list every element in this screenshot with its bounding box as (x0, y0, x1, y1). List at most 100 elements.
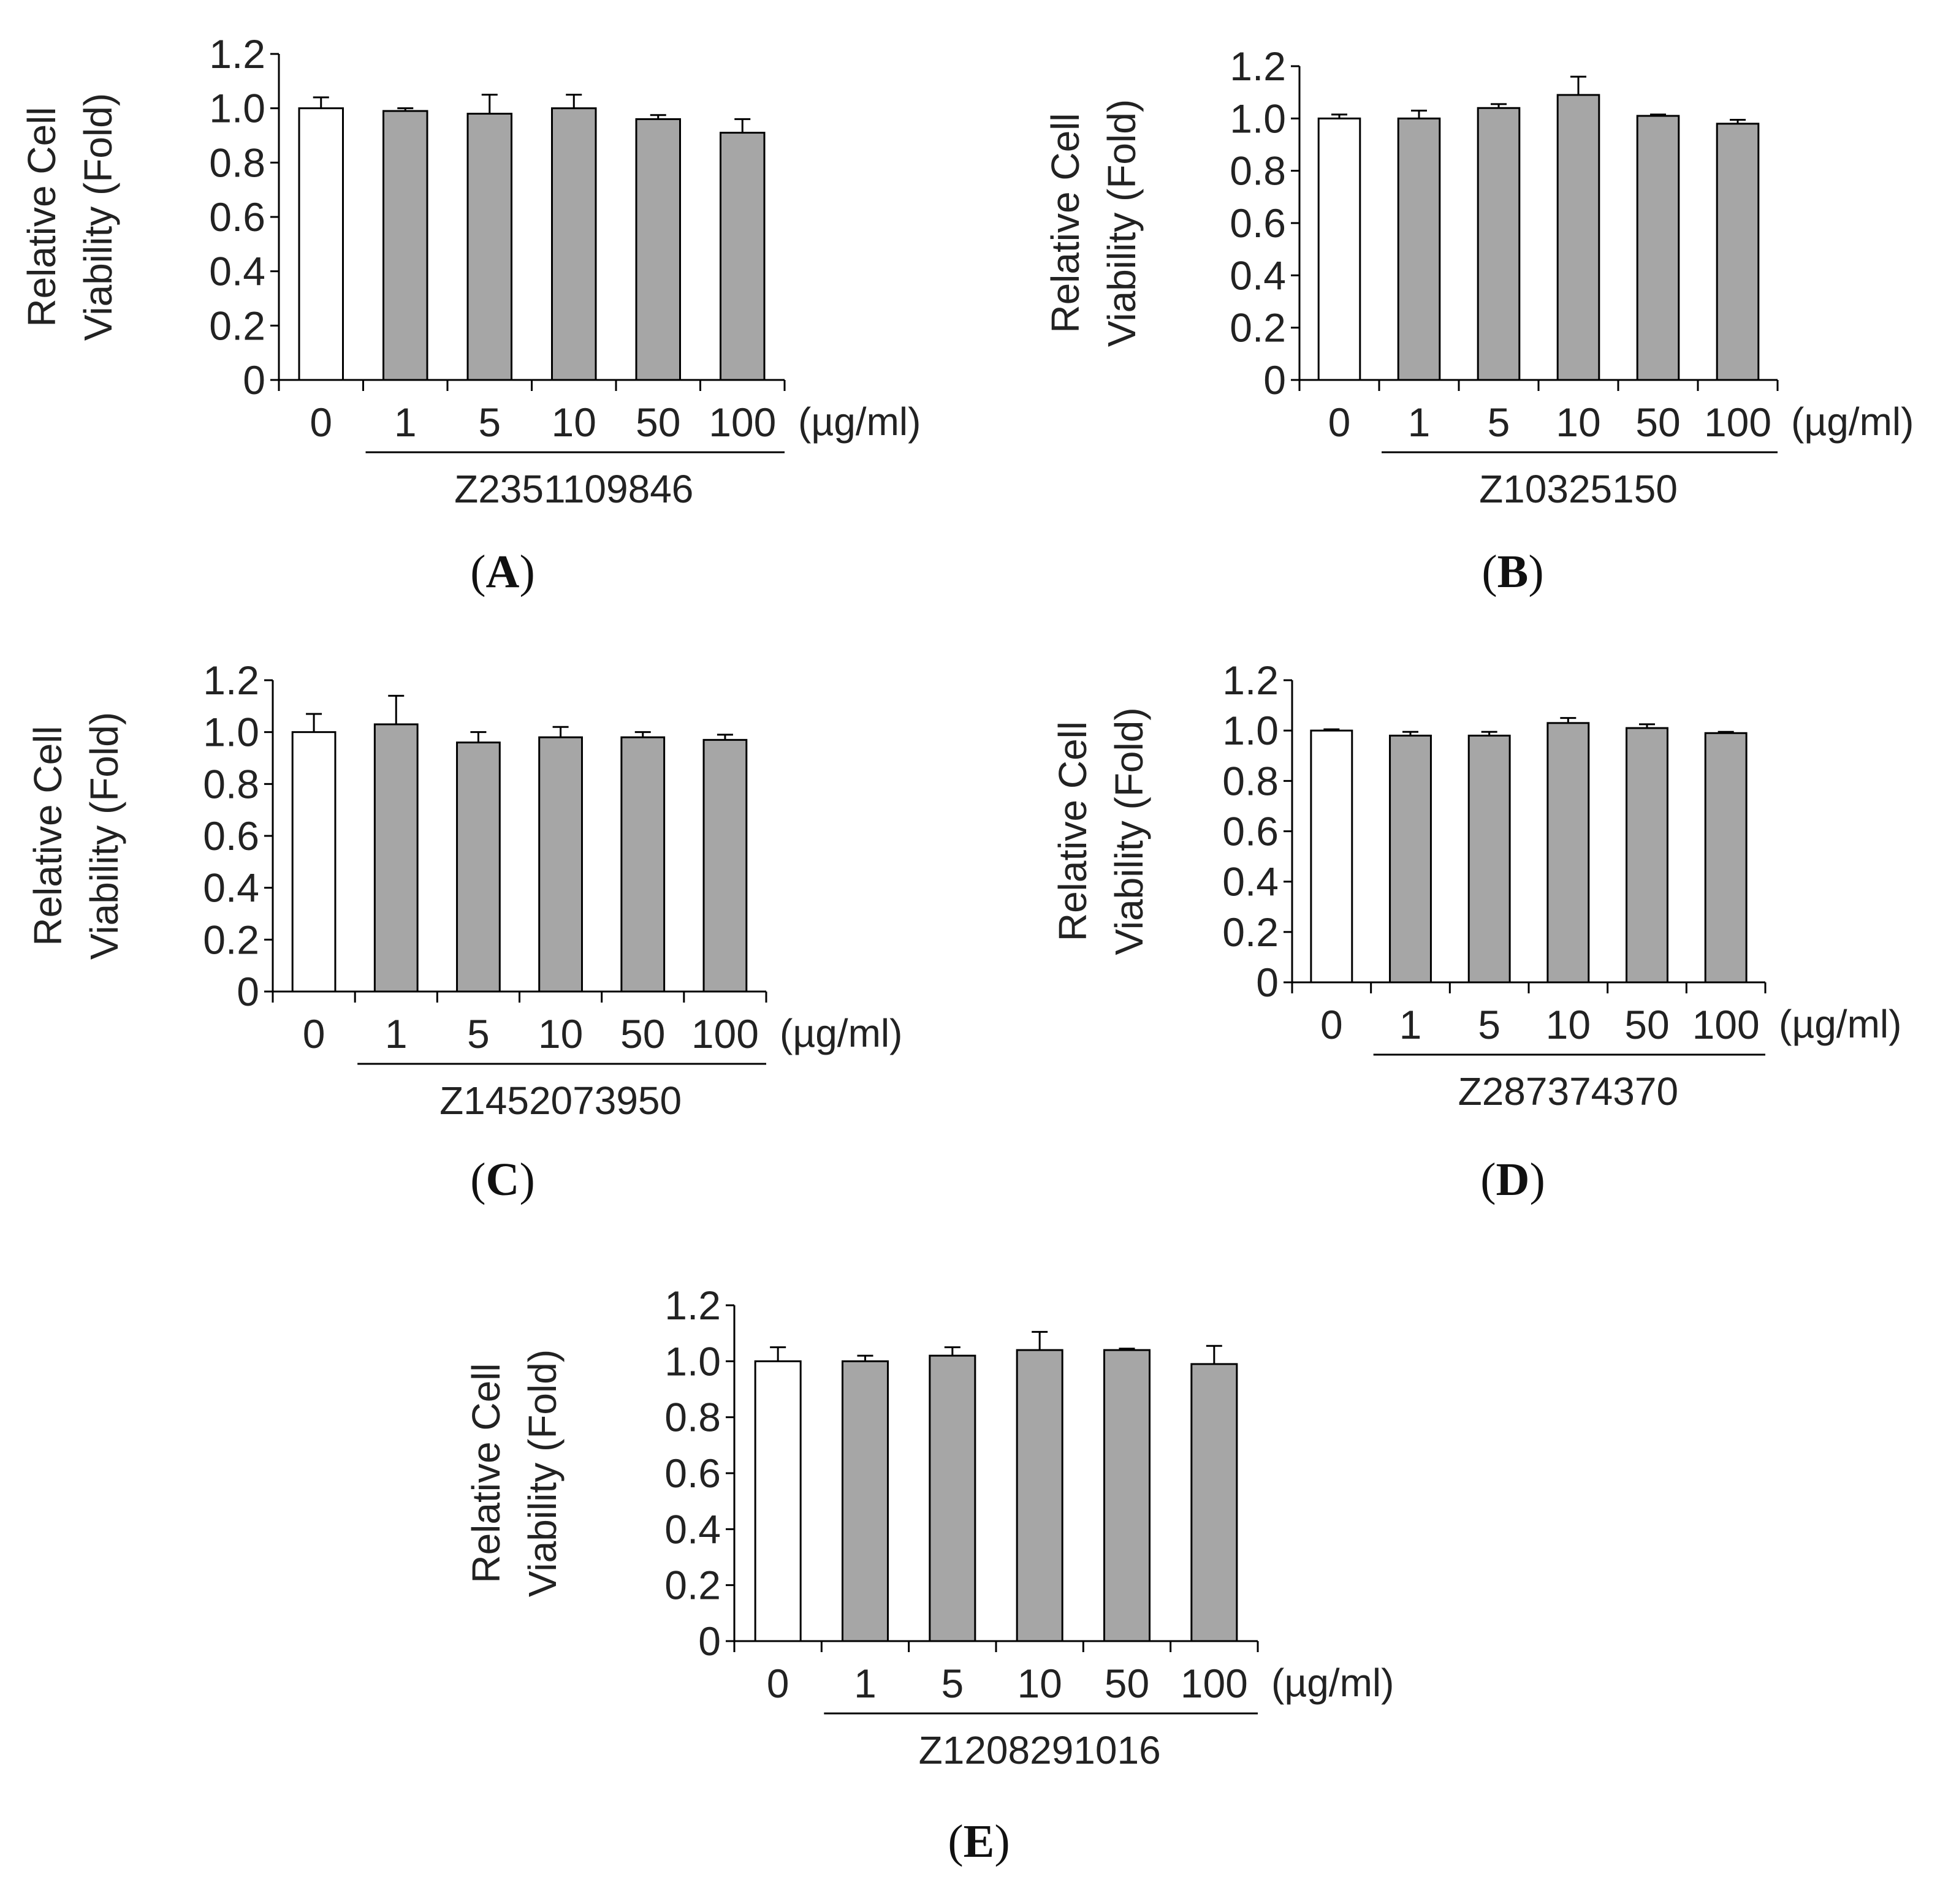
y-tick-label: 0.6 (664, 1451, 721, 1496)
y-tick-label: 1.0 (209, 86, 265, 131)
x-tick-label: 10 (1546, 1002, 1591, 1047)
panel-label: (A) (470, 546, 535, 597)
y-axis-title-line: Relative Cell (1051, 721, 1095, 941)
y-tick-label: 0.4 (209, 249, 265, 294)
y-axis-title-line: Relative Cell (1043, 113, 1087, 333)
error-bar-50 (1650, 113, 1666, 116)
bar-0 (298, 107, 344, 381)
y-tick-label: 1.2 (1222, 658, 1279, 703)
y-tick-label: 0 (237, 969, 259, 1014)
y-tick-label: 1.0 (1222, 708, 1279, 753)
error-bar-10 (1560, 717, 1577, 723)
compound-label: Z1452073950 (439, 1079, 682, 1123)
x-tick-label: 100 (691, 1011, 759, 1056)
y-axis-title-line: Viability (Fold) (1100, 99, 1144, 347)
y-tick-label: 0.8 (209, 140, 265, 185)
x-tick-label: 10 (538, 1011, 583, 1056)
error-bar-100 (1730, 118, 1746, 124)
compound-label: Z2351109846 (454, 467, 693, 511)
panel-letter: D (1496, 1154, 1530, 1205)
bar-5 (929, 1354, 976, 1642)
bar-0 (1310, 729, 1353, 984)
y-tick-label: 0.4 (1222, 859, 1279, 905)
bar-50 (1103, 1349, 1151, 1642)
chart-panel-d: 0 0.20.4 0.6 0.8 1.0 1.2 0 1 5 10 50 100 (µg/ml) Z287… (1051, 658, 1901, 1205)
y-tick-label: 0.6 (1222, 809, 1279, 854)
error-bar-1 (1411, 110, 1427, 119)
x-tick-label: 0 (310, 400, 332, 445)
y-tick-label: 0.4 (1230, 252, 1286, 298)
chart-panel-c: 0 0.2 0.4 0.6 0.8 1.0 1.2 0 1 5 10 50 100 (µg/ml) Z145… (26, 658, 902, 1205)
bar-50 (635, 118, 681, 381)
panel-letter: C (486, 1154, 520, 1205)
y-tick-label: 0.6 (1230, 200, 1286, 246)
bar-5 (456, 741, 501, 993)
chart-panel-e: 0 0.2 0.4 0.6 0.8 1.0 1.2 0 1 5 10 50 100 (µg/ml) Z120… (464, 1283, 1394, 1867)
bar-100 (720, 132, 766, 381)
bar-50 (620, 736, 666, 993)
panel-letter: E (964, 1816, 995, 1867)
bar-10 (551, 107, 597, 381)
bar-1 (1389, 734, 1432, 984)
x-unit-label: (µg/ml) (1271, 1661, 1394, 1705)
bar-100 (1704, 732, 1748, 984)
x-tick-label: 5 (467, 1011, 490, 1056)
y-tick-label: 0.2 (209, 303, 265, 348)
y-tick-label: 1.0 (664, 1338, 721, 1384)
y-tick-label: 0.6 (203, 813, 259, 859)
y-tick-label: 0.2 (664, 1563, 721, 1608)
y-axis-title-line: Viability (Fold) (520, 1349, 565, 1597)
x-tick-label: 1 (854, 1661, 877, 1706)
x-tick-label: 100 (1704, 400, 1771, 445)
error-bar-50 (1119, 1348, 1135, 1351)
x-tick-label: 0 (1320, 1002, 1343, 1047)
bar-100 (702, 738, 748, 993)
x-unit-label: (µg/ml) (798, 400, 921, 444)
error-bar-50 (634, 731, 651, 738)
error-bar-100 (734, 118, 751, 133)
bar-1 (382, 110, 428, 381)
x-tick-label: 0 (767, 1661, 789, 1706)
x-tick-label: 0 (303, 1011, 325, 1056)
chart-panel-b: 0 0.2 0.4 0.6 0.8 1.0 1.2 0 1 5 10 50 100 (µg/ml) Z103… (1043, 44, 1914, 597)
error-bar-5 (1481, 730, 1497, 736)
y-tick-label: 0 (698, 1618, 721, 1664)
y-tick-label: 0.6 (209, 194, 265, 240)
bar-5 (1477, 107, 1521, 381)
error-bar-100 (1717, 730, 1734, 734)
error-bar-50 (650, 114, 666, 119)
x-tick-label: 5 (478, 400, 501, 445)
error-bar-10 (1570, 75, 1586, 95)
error-bar-1 (397, 107, 414, 112)
y-axis-title-line: Viability (Fold) (82, 712, 126, 960)
x-tick-label: 0 (1328, 400, 1351, 445)
x-tick-label: 1 (1399, 1002, 1422, 1047)
y-tick-label: 0.8 (1230, 148, 1286, 194)
error-bar-0 (306, 713, 322, 732)
error-bar-10 (566, 94, 582, 108)
error-bar-10 (552, 726, 569, 738)
y-tick-label: 0.8 (1222, 758, 1279, 803)
y-tick-label: 0.2 (1222, 909, 1279, 955)
bar-100 (1716, 123, 1760, 381)
bar-10 (1016, 1349, 1063, 1642)
y-tick-label: 1.0 (1230, 96, 1286, 141)
x-unit-label: (µg/ml) (780, 1011, 902, 1055)
error-bar-10 (1032, 1330, 1048, 1351)
error-bar-1 (857, 1354, 873, 1362)
bar-0 (754, 1360, 802, 1642)
y-tick-label: 0.2 (1230, 305, 1286, 351)
x-tick-label: 50 (620, 1011, 665, 1056)
y-tick-label: 1.2 (1230, 44, 1286, 89)
y-tick-label: 0 (1263, 357, 1286, 403)
x-tick-label: 100 (1181, 1661, 1248, 1706)
y-tick-label: 0.4 (203, 865, 259, 911)
bar-1 (373, 723, 419, 993)
compound-label: Z1208291016 (919, 1728, 1161, 1772)
x-tick-label: 1 (1408, 400, 1431, 445)
y-axis-title-line: Viability (Fold) (1107, 707, 1151, 955)
x-tick-label: 5 (941, 1661, 964, 1706)
compound-label: Z10325150 (1479, 467, 1678, 511)
panel-label: (C) (470, 1154, 535, 1205)
